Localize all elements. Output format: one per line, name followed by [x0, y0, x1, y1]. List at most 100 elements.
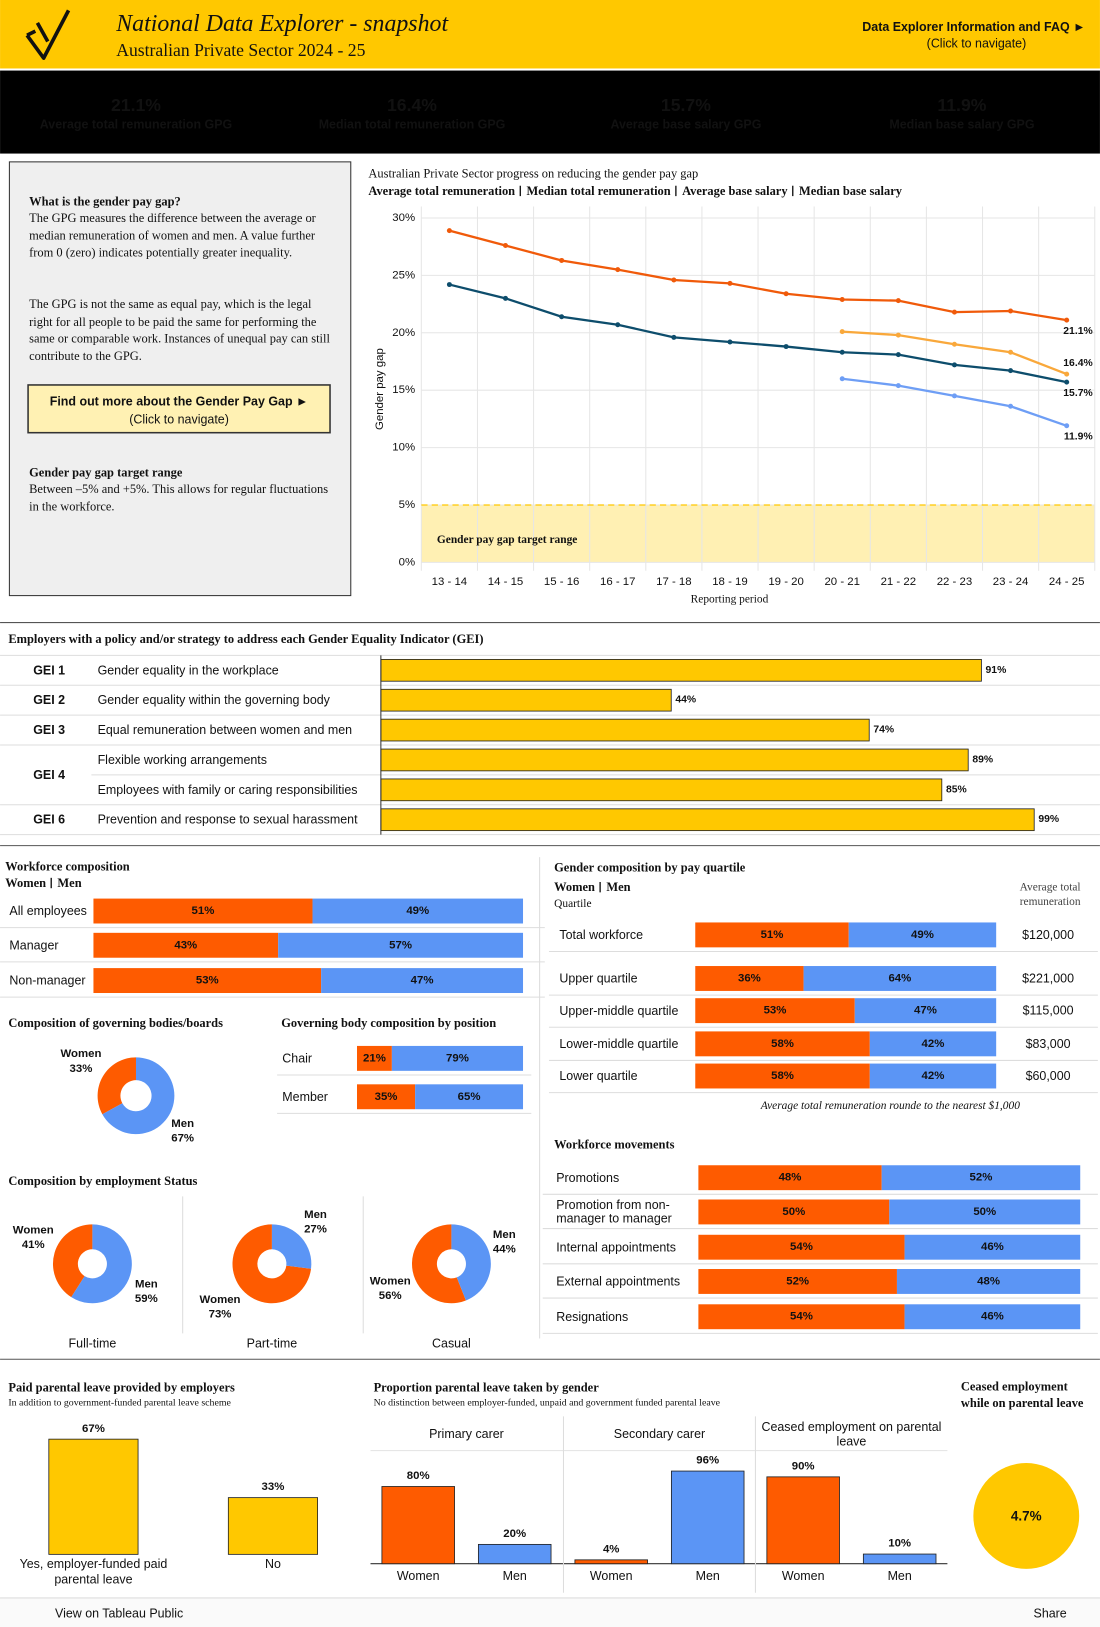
bar-segment	[695, 966, 804, 991]
info-button[interactable]	[27, 384, 331, 434]
bar-segment	[695, 1063, 870, 1089]
chart-title: Workforce movements	[554, 1138, 674, 1152]
line-point	[446, 228, 452, 234]
segment-name: Men	[493, 1229, 516, 1241]
value-label: 21%	[363, 1052, 386, 1064]
category-label: Employees with family or caring responsi…	[98, 783, 358, 797]
kpi-label: Median base salary GPG	[889, 118, 1034, 132]
segment-value: 33%	[70, 1063, 93, 1075]
group-label: GEI 4	[33, 768, 65, 782]
value-label: 20%	[503, 1528, 526, 1540]
line-point	[503, 243, 509, 249]
kpi-label: Average base salary GPG	[610, 118, 761, 132]
x-tick-label: 14 - 15	[488, 576, 524, 588]
group-label: GEI 6	[33, 813, 65, 827]
value-label: 42%	[922, 1070, 945, 1082]
panel-title: Part-time	[247, 1337, 298, 1351]
bar	[227, 1497, 318, 1555]
category-label-box: Lower-middle quartile	[559, 1037, 678, 1050]
line-point	[671, 277, 677, 283]
category-label-box: Chair	[282, 1051, 312, 1064]
bar	[380, 688, 672, 712]
value-label: 52%	[970, 1172, 993, 1184]
value-label: 58%	[771, 1070, 794, 1082]
y-tick-label: 5%	[399, 499, 416, 511]
category-label: Men	[888, 1569, 912, 1583]
category-label: Women	[782, 1569, 825, 1583]
line-point	[951, 309, 957, 315]
y-tick-label: 15%	[392, 384, 415, 396]
segment-value: 27%	[304, 1224, 327, 1236]
footer-bar	[0, 1597, 1100, 1627]
y-tick-label: 30%	[392, 212, 415, 224]
line-series	[842, 377, 1068, 427]
segment-name: Women	[200, 1294, 241, 1306]
bar	[766, 1476, 840, 1565]
line-point	[783, 291, 789, 297]
bar-segment	[698, 1234, 905, 1260]
value-label: 67%	[82, 1423, 105, 1435]
category-label-box: Member	[282, 1090, 328, 1103]
bar-segment	[698, 1269, 897, 1294]
category-label-box: Non-manager	[9, 972, 86, 988]
category-label: Men	[696, 1569, 720, 1583]
target-heading-box: Gender pay gap target range	[29, 465, 182, 480]
legend-entry: Women	[554, 880, 595, 894]
panel-title: Ceased employment on parental leave	[761, 1419, 942, 1449]
bar-segment	[695, 998, 855, 1024]
segment-value: 73%	[209, 1309, 232, 1321]
value-label: 50%	[973, 1206, 996, 1218]
info-button-text[interactable]: Find out more about the Gender Pay Gap ►	[49, 393, 309, 409]
x-axis-label: Reporting period	[691, 594, 769, 606]
chart-title: Australian Private Sector progress on re…	[368, 166, 698, 180]
kpi-band	[0, 70, 1100, 154]
info-paragraph: The GPG is not the same as equal pay, wh…	[29, 296, 330, 363]
segment-value: 44%	[493, 1243, 516, 1255]
x-tick-label: 20 - 21	[824, 576, 860, 588]
bar	[380, 808, 1035, 832]
line-point	[1008, 403, 1014, 409]
panel-title: Secondary carer	[613, 1426, 706, 1442]
category-label-box: Resignations	[556, 1309, 628, 1322]
chart-title: Gender composition by pay quartile	[554, 860, 746, 874]
bar	[477, 1543, 552, 1565]
bar-segment	[391, 1045, 524, 1071]
legend-entry: Average total remuneration	[368, 184, 515, 198]
category-label: Men	[503, 1569, 527, 1583]
category-label: Non-manager	[9, 972, 86, 988]
category-label: Manager	[9, 937, 59, 953]
value-label: 10%	[888, 1538, 911, 1550]
category-label: Prevention and response to sexual harass…	[98, 813, 359, 827]
bar	[670, 1470, 745, 1565]
info-button-hint[interactable]: (Click to navigate)	[129, 411, 229, 426]
donut-segment	[102, 1057, 175, 1135]
value-label: 65%	[458, 1091, 481, 1103]
donut-segment	[97, 1057, 136, 1115]
value-label: 79%	[446, 1052, 469, 1064]
share-button[interactable]: Share	[1034, 1607, 1067, 1621]
extra-value: $115,000	[1023, 1004, 1074, 1018]
info-paragraph-box: The GPG is not the same as equal pay, wh…	[29, 296, 330, 363]
value-label: 58%	[771, 1038, 794, 1050]
bar-segment	[698, 1165, 882, 1191]
donut-segment	[71, 1224, 132, 1304]
end-label: 16.4%	[1063, 358, 1092, 369]
x-tick-label: 19 - 20	[768, 576, 804, 588]
line-point	[1064, 423, 1070, 429]
value-label: 47%	[411, 975, 434, 987]
segment-value: 41%	[22, 1239, 45, 1251]
panel-title-box: Primary carer	[429, 1427, 504, 1442]
kpi-value: 21.1%	[111, 95, 161, 115]
line-point	[951, 393, 957, 399]
column-header-box: Average total remuneration	[1020, 881, 1081, 908]
value-label: 89%	[972, 754, 993, 765]
bar-segment	[904, 1304, 1081, 1330]
value-label: 52%	[786, 1275, 809, 1287]
chart-subtitle: In addition to government-funded parenta…	[8, 1397, 231, 1408]
category-label-box: Total workforce	[559, 928, 643, 941]
category-label: Yes, employer-funded paid parental leave	[19, 1556, 168, 1587]
value-label: 99%	[1038, 814, 1059, 825]
faq-link[interactable]: Data Explorer Information and FAQ ►	[862, 20, 1085, 34]
footer-link[interactable]: View on Tableau Public	[55, 1607, 183, 1621]
panel-title-box: Secondary carer	[613, 1426, 706, 1442]
